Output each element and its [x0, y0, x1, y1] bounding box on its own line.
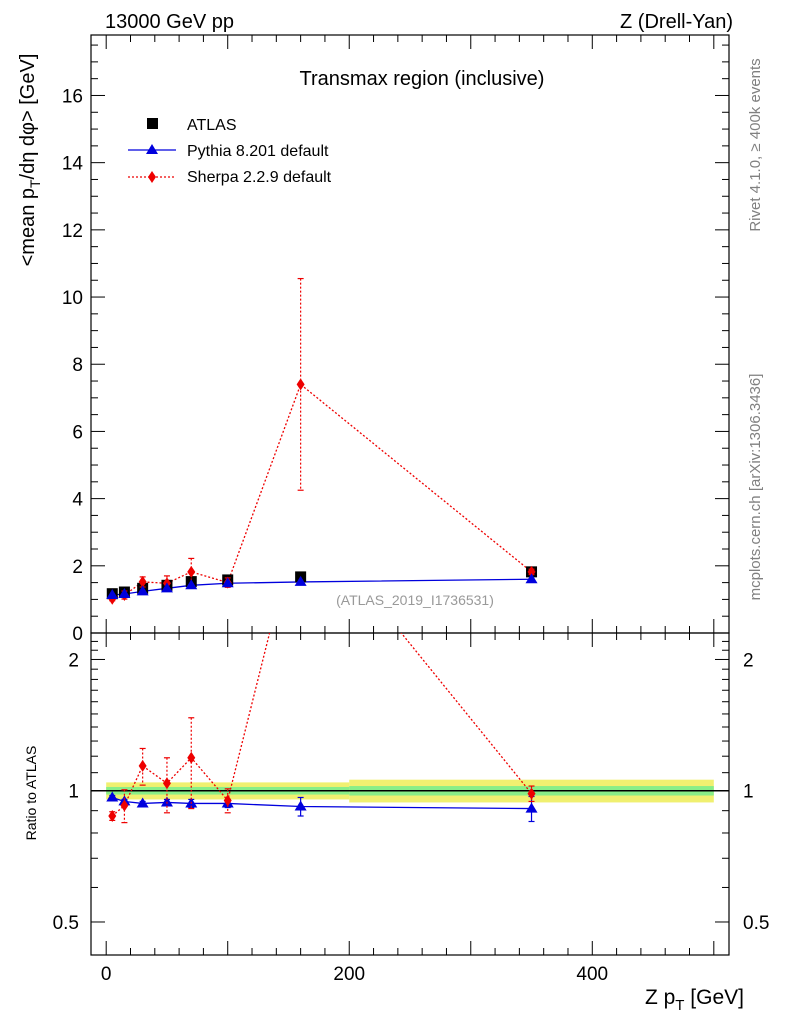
sherpa-marker: [138, 575, 147, 588]
main-ytick-label: 2: [72, 557, 83, 578]
legend-sherpa-marker: [148, 171, 156, 183]
legend-pythia-marker: [146, 144, 158, 154]
sherpa-marker: [187, 565, 196, 578]
ratio-ytick-label: 1: [68, 782, 79, 803]
ratio-sherpa-line: [111, 633, 533, 817]
main-title: Transmax region (inclusive): [300, 68, 545, 90]
ratio-ytick-label-right: 0.5: [743, 913, 769, 934]
legend: ATLAS Pythia 8.201 default Sherpa 2.2.9 …: [128, 117, 332, 186]
main-ytick-label: 0: [72, 624, 83, 645]
pythia-marker: [136, 585, 149, 596]
ratio-sherpa-marker: [120, 799, 129, 812]
ratio-xtick-label: 200: [333, 964, 365, 985]
ratio-sherpa-marker: [223, 794, 232, 807]
main-ytick-label: 6: [72, 422, 83, 443]
ratio-sherpa-marker: [187, 751, 196, 764]
main-ticks: 0 2 4 6 8 10 12 14 16: [62, 35, 729, 645]
pythia-marker: [118, 588, 131, 599]
main-ytick-label: 14: [62, 154, 84, 175]
ratio-sherpa-marker: [138, 759, 147, 772]
ratio-ytick-label-right: 2: [743, 650, 754, 671]
main-ylabel: <mean pT/dη dφ> [GeV]: [17, 54, 43, 267]
ratio-data: [106, 503, 538, 824]
xlabel-sub: T: [675, 997, 684, 1014]
ratio-ytick-label-right: 1: [743, 782, 754, 803]
ratio-pythia-marker: [136, 797, 149, 808]
main-ytick-label: 10: [62, 288, 83, 309]
ratio-sherpa-marker: [162, 777, 171, 790]
xlabel-part-b: [GeV]: [684, 986, 744, 1009]
main-data: [106, 277, 538, 605]
ratio-sherpa-marker: [108, 810, 117, 823]
ratio-sherpa-marker: [297, 503, 305, 515]
ratio-frame: [90, 632, 730, 956]
ratio-sherpa-marker: [527, 787, 536, 800]
main-ytick-label: 4: [72, 490, 83, 511]
sherpa-line: [112, 383, 532, 600]
analysis-watermark: (ATLAS_2019_I1736531): [336, 592, 494, 608]
ratio-xtick-label: 0: [101, 964, 112, 985]
main-ylabel-part-b: /dη dφ> [GeV]: [17, 54, 39, 180]
x-axis-label: Z pT [GeV]: [645, 986, 744, 1014]
header-right: Z (Drell-Yan): [620, 11, 733, 33]
main-ylabel-part-a: <mean p: [17, 188, 39, 266]
ratio-pythia-marker: [294, 800, 307, 811]
legend-atlas-label: ATLAS: [187, 117, 237, 134]
ratio-band: [91, 779, 729, 803]
main-panel: Transmax region (inclusive) (ATLAS_2019_…: [17, 34, 730, 645]
pythia-marker: [106, 589, 119, 600]
main-ytick-label: 12: [62, 221, 83, 242]
pythia-marker: [525, 573, 538, 584]
ratio-pythia-marker: [525, 802, 538, 813]
ratio-ytick-label: 2: [68, 650, 79, 671]
legend-sherpa-label: Sherpa 2.2.9 default: [187, 169, 332, 186]
legend-atlas-marker: [147, 118, 158, 129]
ratio-pythia-marker: [160, 796, 173, 807]
main-ytick-label: 8: [72, 355, 83, 376]
pythia-marker: [221, 577, 234, 588]
pythia-marker: [160, 582, 173, 593]
pythia-marker: [294, 575, 307, 586]
main-ytick-label: 16: [62, 86, 83, 107]
ratio-pythia-marker: [106, 791, 119, 802]
ratio-panel: 0 200 400 0.5 0.5 1 1 2 2 Ratio to ATLAS Z pT [G…: [23, 503, 769, 1014]
ratio-ticks: 0 200 400 0.5 0.5 1 1 2 2: [53, 633, 769, 985]
xlabel-part-a: Z p: [645, 986, 675, 1009]
mcplots-label: mcplots.cern.ch [arXiv:1306.3436]: [747, 374, 764, 601]
header-left: 13000 GeV pp: [105, 11, 234, 33]
ratio-ylabel: Ratio to ATLAS: [23, 746, 39, 841]
pythia-marker: [185, 579, 198, 590]
sherpa-marker: [527, 565, 536, 578]
ratio-ytick-label: 0.5: [53, 913, 79, 934]
legend-pythia-label: Pythia 8.201 default: [187, 143, 329, 160]
rivet-version-label: Rivet 4.1.0, ≥ 400k events: [747, 58, 764, 231]
sherpa-marker: [296, 378, 305, 391]
main-ylabel-sub: T: [27, 179, 43, 188]
ratio-xtick-label: 400: [576, 964, 608, 985]
